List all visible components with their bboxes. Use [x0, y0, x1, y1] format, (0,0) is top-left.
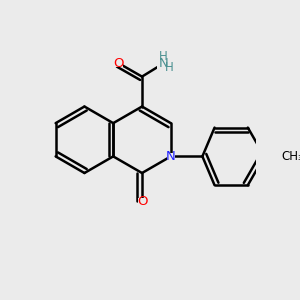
- Text: N: N: [159, 57, 169, 70]
- Bar: [114, 60, 123, 67]
- Text: H: H: [165, 61, 174, 74]
- Text: H: H: [159, 50, 168, 63]
- Bar: [157, 56, 171, 71]
- Text: N: N: [166, 150, 176, 163]
- Bar: [137, 198, 146, 205]
- Text: O: O: [137, 195, 147, 208]
- Text: O: O: [113, 57, 124, 70]
- Bar: [285, 153, 300, 160]
- Text: CH₃: CH₃: [282, 150, 300, 163]
- Bar: [167, 153, 175, 160]
